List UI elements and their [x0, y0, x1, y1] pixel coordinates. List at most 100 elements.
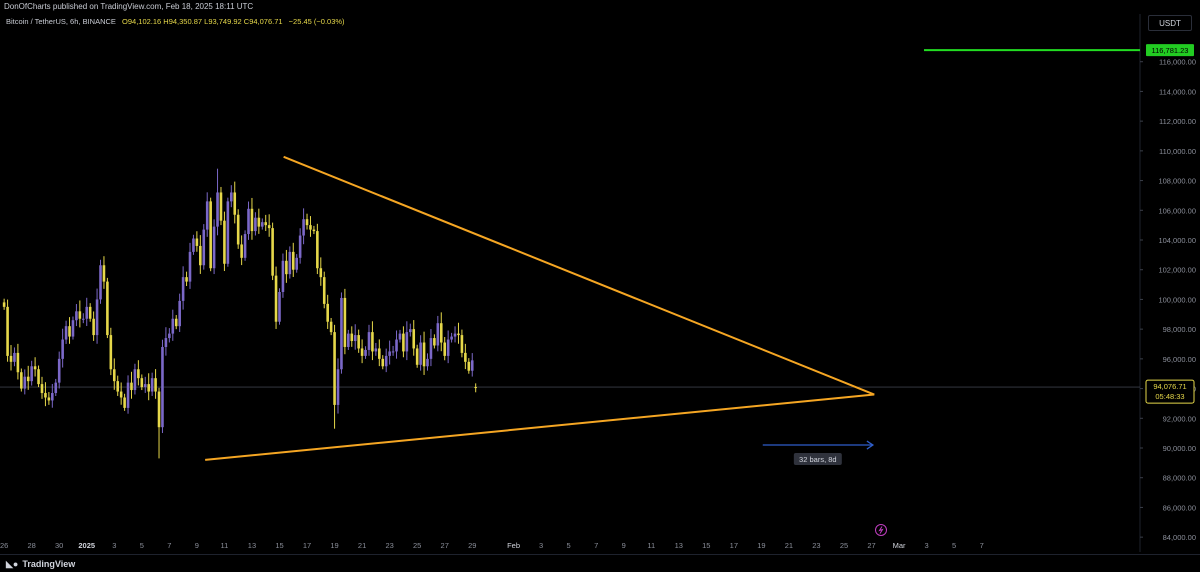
candle-body[interactable]	[205, 201, 209, 230]
candle-body[interactable]	[360, 348, 364, 356]
candle-body[interactable]	[64, 326, 68, 340]
candle-body[interactable]	[326, 303, 329, 322]
candle-body[interactable]	[147, 384, 150, 392]
candle-body[interactable]	[20, 372, 23, 389]
candle-body[interactable]	[219, 192, 223, 221]
candle-body[interactable]	[68, 326, 71, 337]
candlestick-chart[interactable]: 84,000.00 86,000.00 88,000.00 90,000.00 92,0…	[0, 0, 1200, 554]
candle-body[interactable]	[254, 217, 257, 232]
candle-body[interactable]	[112, 369, 116, 382]
candle-body[interactable]	[309, 225, 312, 230]
candle-body[interactable]	[92, 318, 95, 336]
candle-body[interactable]	[9, 355, 13, 362]
candle-body[interactable]	[443, 342, 447, 356]
candle-body[interactable]	[374, 348, 378, 352]
candle-body[interactable]	[85, 306, 89, 319]
candle-body[interactable]	[209, 201, 212, 269]
candle-body[interactable]	[470, 360, 474, 371]
candle-body[interactable]	[264, 222, 268, 226]
candle-body[interactable]	[305, 219, 309, 226]
candle-body[interactable]	[278, 292, 281, 322]
candle-body[interactable]	[199, 245, 202, 266]
candle-body[interactable]	[137, 369, 140, 379]
candle-body[interactable]	[240, 244, 243, 258]
candle-body[interactable]	[164, 338, 168, 347]
candle-body[interactable]	[130, 382, 133, 391]
candle-body[interactable]	[133, 369, 137, 391]
candle-body[interactable]	[378, 348, 381, 359]
candle-body[interactable]	[119, 391, 123, 398]
candle-body[interactable]	[195, 238, 199, 246]
candle-body[interactable]	[243, 234, 247, 258]
candle-body[interactable]	[106, 281, 109, 336]
candle-body[interactable]	[140, 378, 144, 388]
candle-body[interactable]	[30, 366, 33, 382]
symbol-name[interactable]: Bitcoin / TetherUS, 6h, BINANCE	[6, 17, 116, 26]
candle-body[interactable]	[285, 260, 288, 275]
candle-body[interactable]	[247, 208, 250, 235]
candle-body[interactable]	[181, 277, 185, 301]
candle-body[interactable]	[412, 329, 416, 349]
candle-body[interactable]	[192, 238, 195, 252]
candle-body[interactable]	[126, 382, 130, 408]
candle-body[interactable]	[33, 366, 37, 370]
candle-body[interactable]	[316, 231, 319, 269]
candle-body[interactable]	[81, 318, 85, 320]
candle-body[interactable]	[223, 220, 226, 264]
upper-trendline[interactable]	[283, 155, 875, 396]
brand-logo[interactable]: ◣● TradingView	[6, 558, 75, 570]
candle-body[interactable]	[453, 333, 457, 337]
candle-body[interactable]	[474, 387, 477, 389]
candle-body[interactable]	[154, 378, 157, 392]
currency-button[interactable]: USDT	[1148, 15, 1192, 31]
candle-body[interactable]	[102, 265, 106, 282]
candle-body[interactable]	[23, 376, 27, 389]
candle-body[interactable]	[88, 306, 92, 319]
candle-body[interactable]	[367, 332, 371, 350]
candle-body[interactable]	[51, 393, 54, 401]
candle-body[interactable]	[405, 332, 409, 352]
candle-body[interactable]	[446, 339, 450, 356]
candle-body[interactable]	[95, 299, 99, 336]
candle-body[interactable]	[381, 358, 385, 367]
lightning-icon[interactable]	[875, 524, 887, 536]
candle-body[interactable]	[467, 361, 471, 371]
candle-body[interactable]	[312, 229, 316, 232]
candle-body[interactable]	[298, 235, 302, 258]
candle-body[interactable]	[13, 352, 16, 362]
candle-body[interactable]	[388, 351, 391, 356]
candle-body[interactable]	[44, 393, 47, 398]
candle-body[interactable]	[230, 192, 233, 202]
candle-body[interactable]	[16, 352, 20, 373]
candle-body[interactable]	[422, 342, 426, 367]
candle-body[interactable]	[161, 346, 164, 428]
candle-body[interactable]	[168, 333, 171, 339]
candle-body[interactable]	[2, 302, 6, 307]
candle-body[interactable]	[47, 397, 51, 401]
candle-body[interactable]	[350, 333, 354, 342]
candle-body[interactable]	[464, 352, 467, 362]
candle-body[interactable]	[267, 225, 271, 229]
candle-body[interactable]	[347, 333, 350, 347]
candle-body[interactable]	[319, 268, 323, 278]
candle-body[interactable]	[6, 306, 9, 356]
candle-body[interactable]	[185, 277, 188, 282]
candle-body[interactable]	[436, 323, 440, 346]
candle-body[interactable]	[116, 381, 120, 392]
candle-body[interactable]	[250, 208, 254, 232]
candle-body[interactable]	[78, 311, 82, 319]
candle-body[interactable]	[37, 369, 40, 385]
candle-body[interactable]	[295, 257, 299, 270]
candle-body[interactable]	[450, 336, 453, 340]
candle-body[interactable]	[216, 192, 219, 227]
candle-body[interactable]	[40, 384, 44, 394]
candle-body[interactable]	[61, 339, 64, 359]
candle-body[interactable]	[357, 335, 360, 349]
candle-body[interactable]	[174, 318, 178, 327]
candle-body[interactable]	[71, 320, 75, 337]
candle-body[interactable]	[439, 323, 443, 343]
candle-body[interactable]	[371, 332, 374, 352]
candle-body[interactable]	[271, 228, 274, 276]
candle-body[interactable]	[395, 339, 398, 352]
candle-body[interactable]	[415, 348, 419, 365]
